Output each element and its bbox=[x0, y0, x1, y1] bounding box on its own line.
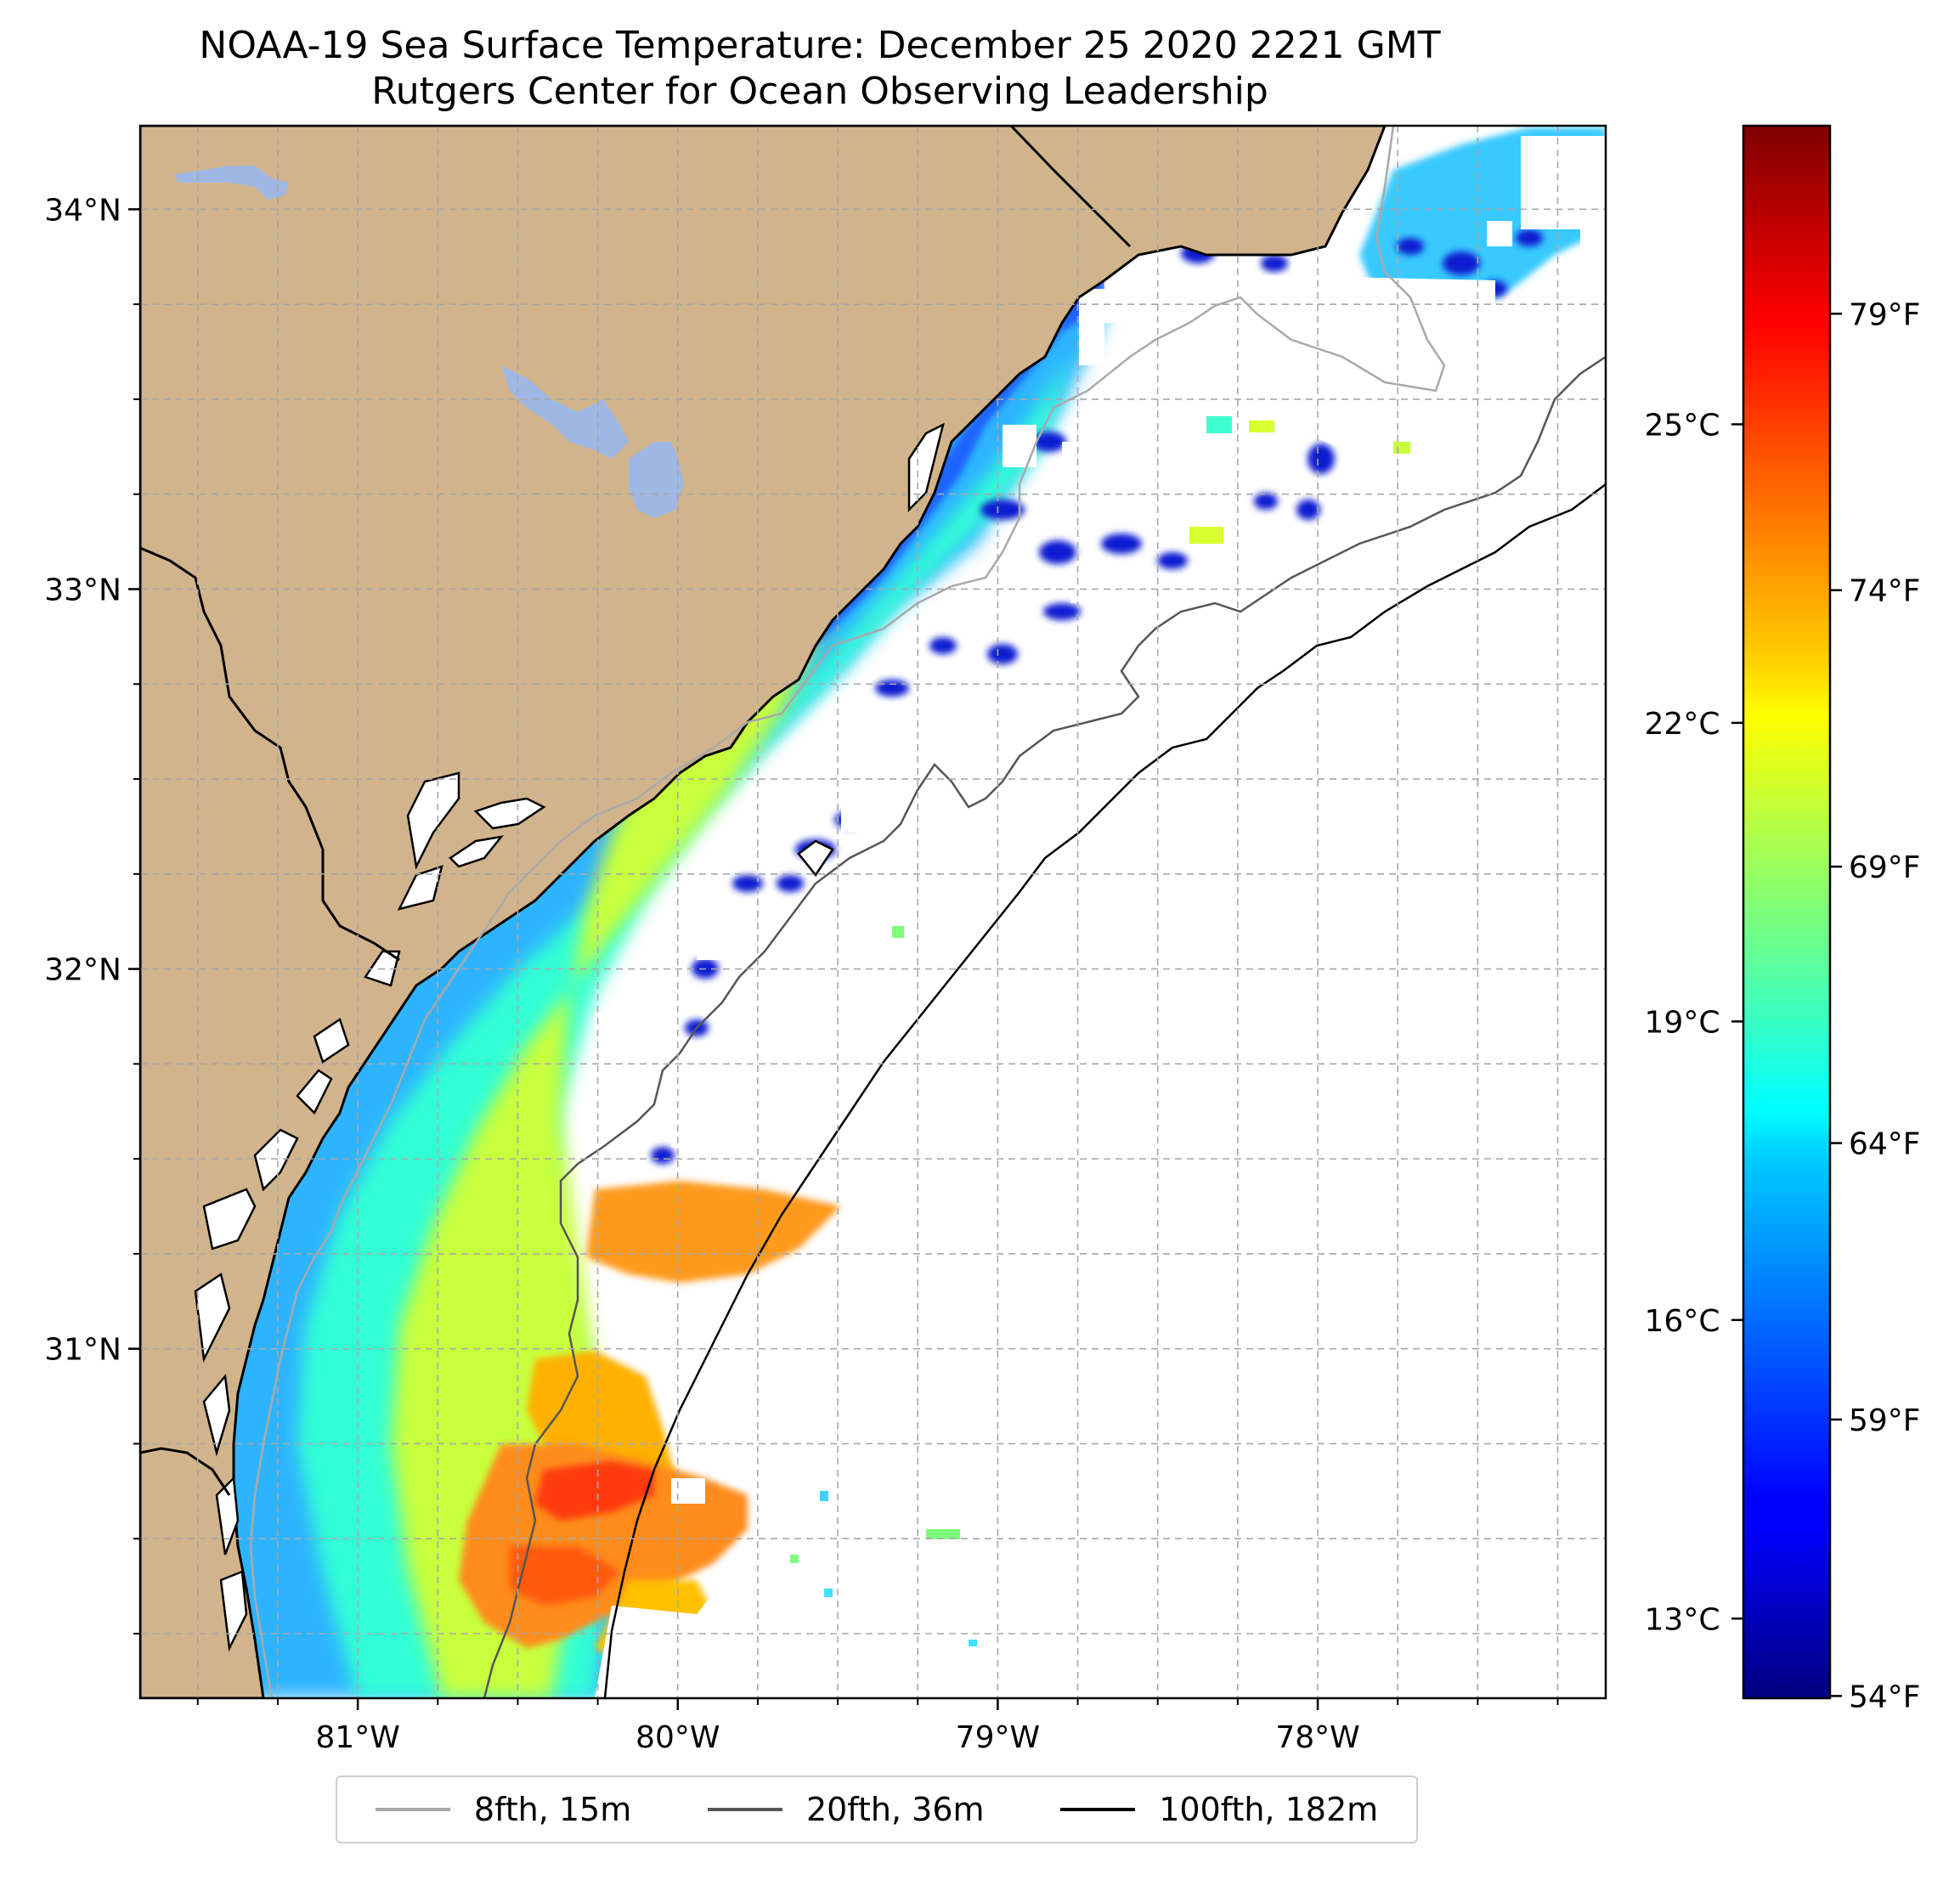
colorbar-celsius-label: 19°C bbox=[1645, 1005, 1720, 1040]
latitude-labels: 34°N 33°N 32°N 31°N bbox=[44, 193, 140, 1634]
legend-item-100fth: 100fth, 182m bbox=[1060, 1791, 1378, 1828]
colorbar-fahrenheit-ticks: 54°F 59°F 64°F 69°F 74°F 79°F bbox=[1830, 297, 1921, 1714]
legend-label: 20fth, 36m bbox=[805, 1791, 985, 1828]
colorbar-celsius-label: 13°C bbox=[1645, 1602, 1720, 1637]
colorbar-fahrenheit-label: 54°F bbox=[1849, 1680, 1921, 1714]
latitude-label: 33°N bbox=[44, 573, 121, 607]
longitude-label: 79°W bbox=[956, 1720, 1040, 1755]
land-mass bbox=[140, 126, 1387, 1698]
colorbar bbox=[1742, 124, 1832, 1700]
longitude-label: 80°W bbox=[635, 1720, 720, 1755]
legend-swatch bbox=[375, 1808, 450, 1811]
graticule bbox=[140, 126, 1606, 1698]
legend-swatch bbox=[1060, 1808, 1136, 1811]
isobaths bbox=[249, 126, 1606, 1698]
legend-item-20fth: 20fth, 36m bbox=[707, 1791, 985, 1828]
colorbar-fahrenheit-label: 79°F bbox=[1849, 297, 1921, 332]
colorbar-celsius-label: 16°C bbox=[1645, 1304, 1720, 1339]
lakes bbox=[174, 166, 684, 518]
legend-item-8fth: 8fth, 15m bbox=[375, 1791, 632, 1828]
isobath-legend: 8fth, 15m 20fth, 36m 100fth, 182m bbox=[336, 1776, 1418, 1843]
longitude-label: 81°W bbox=[315, 1720, 399, 1755]
map-subtitle: Rutgers Center for Ocean Observing Leade… bbox=[371, 70, 1268, 113]
sst-data-layer bbox=[204, 127, 1606, 1698]
longitude-labels: 81°W 80°W 79°W 78°W bbox=[196, 1698, 1559, 1755]
colorbar-celsius-label: 22°C bbox=[1645, 707, 1720, 742]
latitude-label: 32°N bbox=[44, 953, 121, 988]
map-title: NOAA-19 Sea Surface Temperature: Decembe… bbox=[199, 24, 1441, 67]
latitude-label: 31°N bbox=[44, 1333, 121, 1368]
legend-label: 100fth, 182m bbox=[1159, 1791, 1379, 1828]
legend-label: 8fth, 15m bbox=[473, 1791, 632, 1828]
latitude-label: 34°N bbox=[44, 193, 121, 228]
legend-swatch bbox=[707, 1808, 782, 1811]
colorbar-fahrenheit-label: 59°F bbox=[1849, 1403, 1921, 1438]
map-frame bbox=[138, 124, 1607, 1700]
colorbar-fahrenheit-label: 64°F bbox=[1849, 1127, 1921, 1162]
colorbar-fahrenheit-label: 69°F bbox=[1849, 850, 1921, 885]
colorbar-fahrenheit-label: 74°F bbox=[1849, 574, 1921, 609]
colorbar-celsius-ticks: 13°C 16°C 19°C 22°C 25°C bbox=[1645, 408, 1743, 1637]
longitude-label: 78°W bbox=[1275, 1720, 1359, 1755]
colorbar-celsius-label: 25°C bbox=[1645, 408, 1720, 443]
